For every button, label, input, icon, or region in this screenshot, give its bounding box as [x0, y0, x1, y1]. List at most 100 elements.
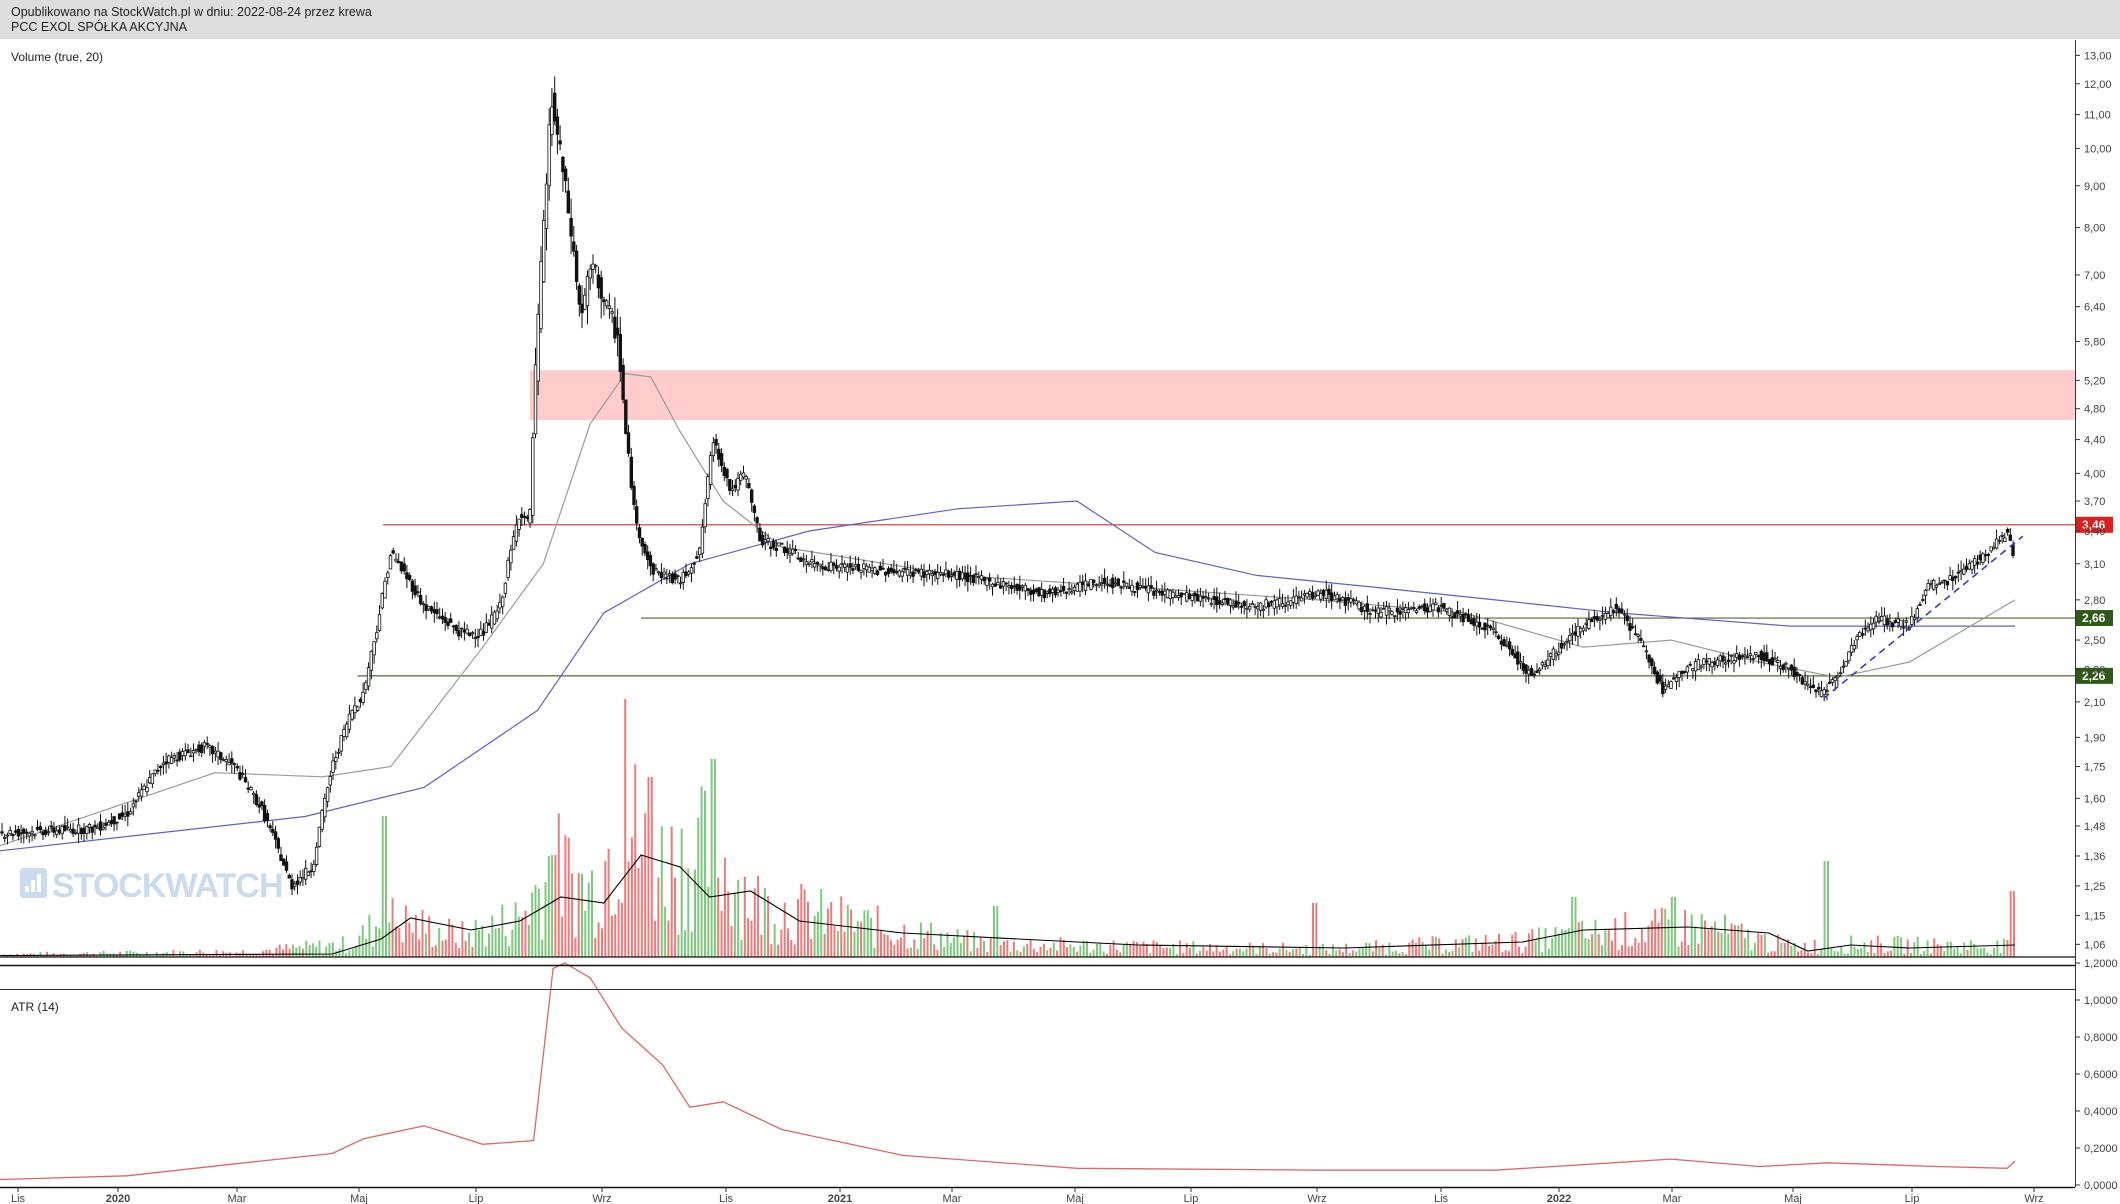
- candle: [1609, 606, 1613, 616]
- candle: [722, 466, 726, 476]
- volume-bar: [903, 924, 906, 957]
- price-tick-label: 4,40: [2084, 435, 2105, 447]
- candle: [1874, 615, 1878, 623]
- candle: [752, 505, 757, 513]
- candle: [1253, 605, 1257, 608]
- volume-bar: [444, 939, 447, 957]
- volume-bar: [434, 945, 437, 957]
- candle: [651, 563, 655, 575]
- volume-bar: [604, 861, 607, 957]
- candle: [487, 622, 491, 626]
- candle: [74, 832, 78, 835]
- candle: [76, 824, 81, 834]
- candle: [550, 106, 554, 136]
- candle: [736, 478, 740, 491]
- volume-bar: [1551, 938, 1554, 957]
- candle: [1598, 618, 1602, 621]
- volume-bar: [491, 915, 494, 957]
- time-tick-label: 2021: [828, 1193, 852, 1204]
- candle: [829, 561, 833, 571]
- candle: [197, 744, 201, 753]
- candle: [1699, 665, 1703, 668]
- volume-bar: [1783, 942, 1786, 957]
- level-badge: [2076, 667, 2113, 684]
- volume-bar: [1793, 942, 1796, 957]
- candle: [1948, 575, 1952, 580]
- volume-bar: [1295, 948, 1298, 957]
- candle: [539, 261, 543, 330]
- volume-bar: [1714, 921, 1716, 957]
- volume-bar: [650, 777, 653, 957]
- candle: [421, 603, 425, 606]
- candle: [1740, 655, 1744, 658]
- price-panel[interactable]: [0, 76, 2075, 896]
- volume-bar: [1617, 950, 1620, 957]
- candle: [1666, 684, 1670, 688]
- volume-bar: [571, 873, 574, 957]
- candle: [424, 604, 428, 612]
- candle: [306, 871, 311, 876]
- volume-bar: [856, 921, 859, 957]
- candle: [1050, 588, 1055, 593]
- candle: [107, 821, 111, 826]
- volume-bar: [1584, 938, 1587, 957]
- trend-line[interactable]: [1822, 535, 2024, 700]
- volume-bar: [1939, 945, 1942, 957]
- candle: [1789, 664, 1794, 671]
- volume-bar: [1813, 939, 1816, 957]
- candle: [1018, 584, 1022, 591]
- candle: [1529, 668, 1534, 676]
- candle: [2005, 529, 2010, 533]
- volume-bar: [1003, 941, 1005, 957]
- volume-bar: [471, 946, 474, 957]
- candle: [1436, 607, 1441, 613]
- volume-bar: [890, 940, 892, 957]
- candle: [596, 274, 601, 289]
- volume-bar: [979, 937, 982, 957]
- time-tick-label: 2020: [106, 1193, 130, 1204]
- candle: [1674, 677, 1679, 682]
- volume-bar: [763, 887, 766, 957]
- candle: [629, 456, 633, 488]
- atr-line: [0, 962, 2016, 1181]
- price-tick-label: 10,00: [2084, 143, 2112, 155]
- candle: [46, 831, 51, 834]
- candle: [853, 564, 858, 568]
- volume-bar: [1846, 953, 1849, 957]
- candle: [350, 709, 354, 720]
- candle: [312, 863, 316, 872]
- candle: [44, 829, 48, 835]
- volume-bar: [883, 933, 886, 957]
- candle: [1554, 653, 1558, 657]
- volume-bar: [1581, 920, 1584, 957]
- candle: [1538, 668, 1542, 671]
- volume-bar: [1125, 942, 1128, 957]
- volume-bar: [1308, 954, 1311, 957]
- candle: [1313, 594, 1317, 598]
- candle: [147, 777, 152, 784]
- candle: [875, 570, 880, 575]
- time-tick-label: Lip: [469, 1193, 484, 1204]
- atr-panel[interactable]: [0, 962, 2016, 1181]
- volume-bar: [451, 924, 454, 957]
- candle: [1795, 672, 1799, 677]
- candle: [583, 294, 587, 310]
- candle: [996, 582, 1000, 586]
- volume-bar: [1527, 933, 1530, 957]
- volume-bar: [1611, 940, 1613, 957]
- candle: [1899, 619, 1903, 627]
- candle: [178, 751, 182, 761]
- volume-bar: [1564, 930, 1567, 957]
- volume-bar: [900, 937, 902, 957]
- candle: [1097, 583, 1101, 587]
- price-tick-label: 2,80: [2084, 595, 2105, 607]
- volume-bar: [816, 911, 819, 957]
- volume-bar: [1212, 951, 1215, 957]
- candle: [1524, 664, 1528, 674]
- candle: [1480, 627, 1484, 630]
- volume-bar: [537, 888, 540, 957]
- candle: [1658, 674, 1662, 682]
- volume-bar: [1096, 943, 1098, 957]
- price-tick-label: 7,00: [2084, 270, 2105, 282]
